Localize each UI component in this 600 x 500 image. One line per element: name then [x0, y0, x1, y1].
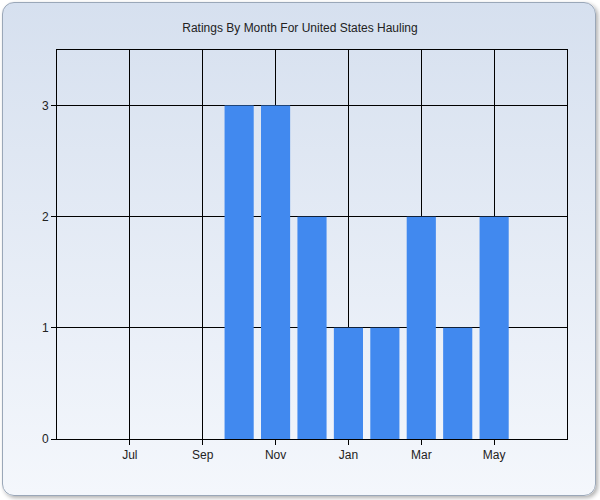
svg-text:2: 2 — [42, 210, 49, 224]
svg-text:1: 1 — [42, 321, 49, 335]
svg-text:Mar: Mar — [411, 448, 432, 462]
svg-text:Jan: Jan — [339, 448, 358, 462]
svg-text:May: May — [483, 448, 506, 462]
svg-text:0: 0 — [42, 432, 49, 446]
svg-text:Sep: Sep — [192, 448, 214, 462]
svg-text:Nov: Nov — [265, 448, 286, 462]
svg-text:3: 3 — [42, 99, 49, 113]
svg-text:Jul: Jul — [122, 448, 137, 462]
svg-text:Ratings By Month For United St: Ratings By Month For United States Hauli… — [182, 21, 417, 35]
